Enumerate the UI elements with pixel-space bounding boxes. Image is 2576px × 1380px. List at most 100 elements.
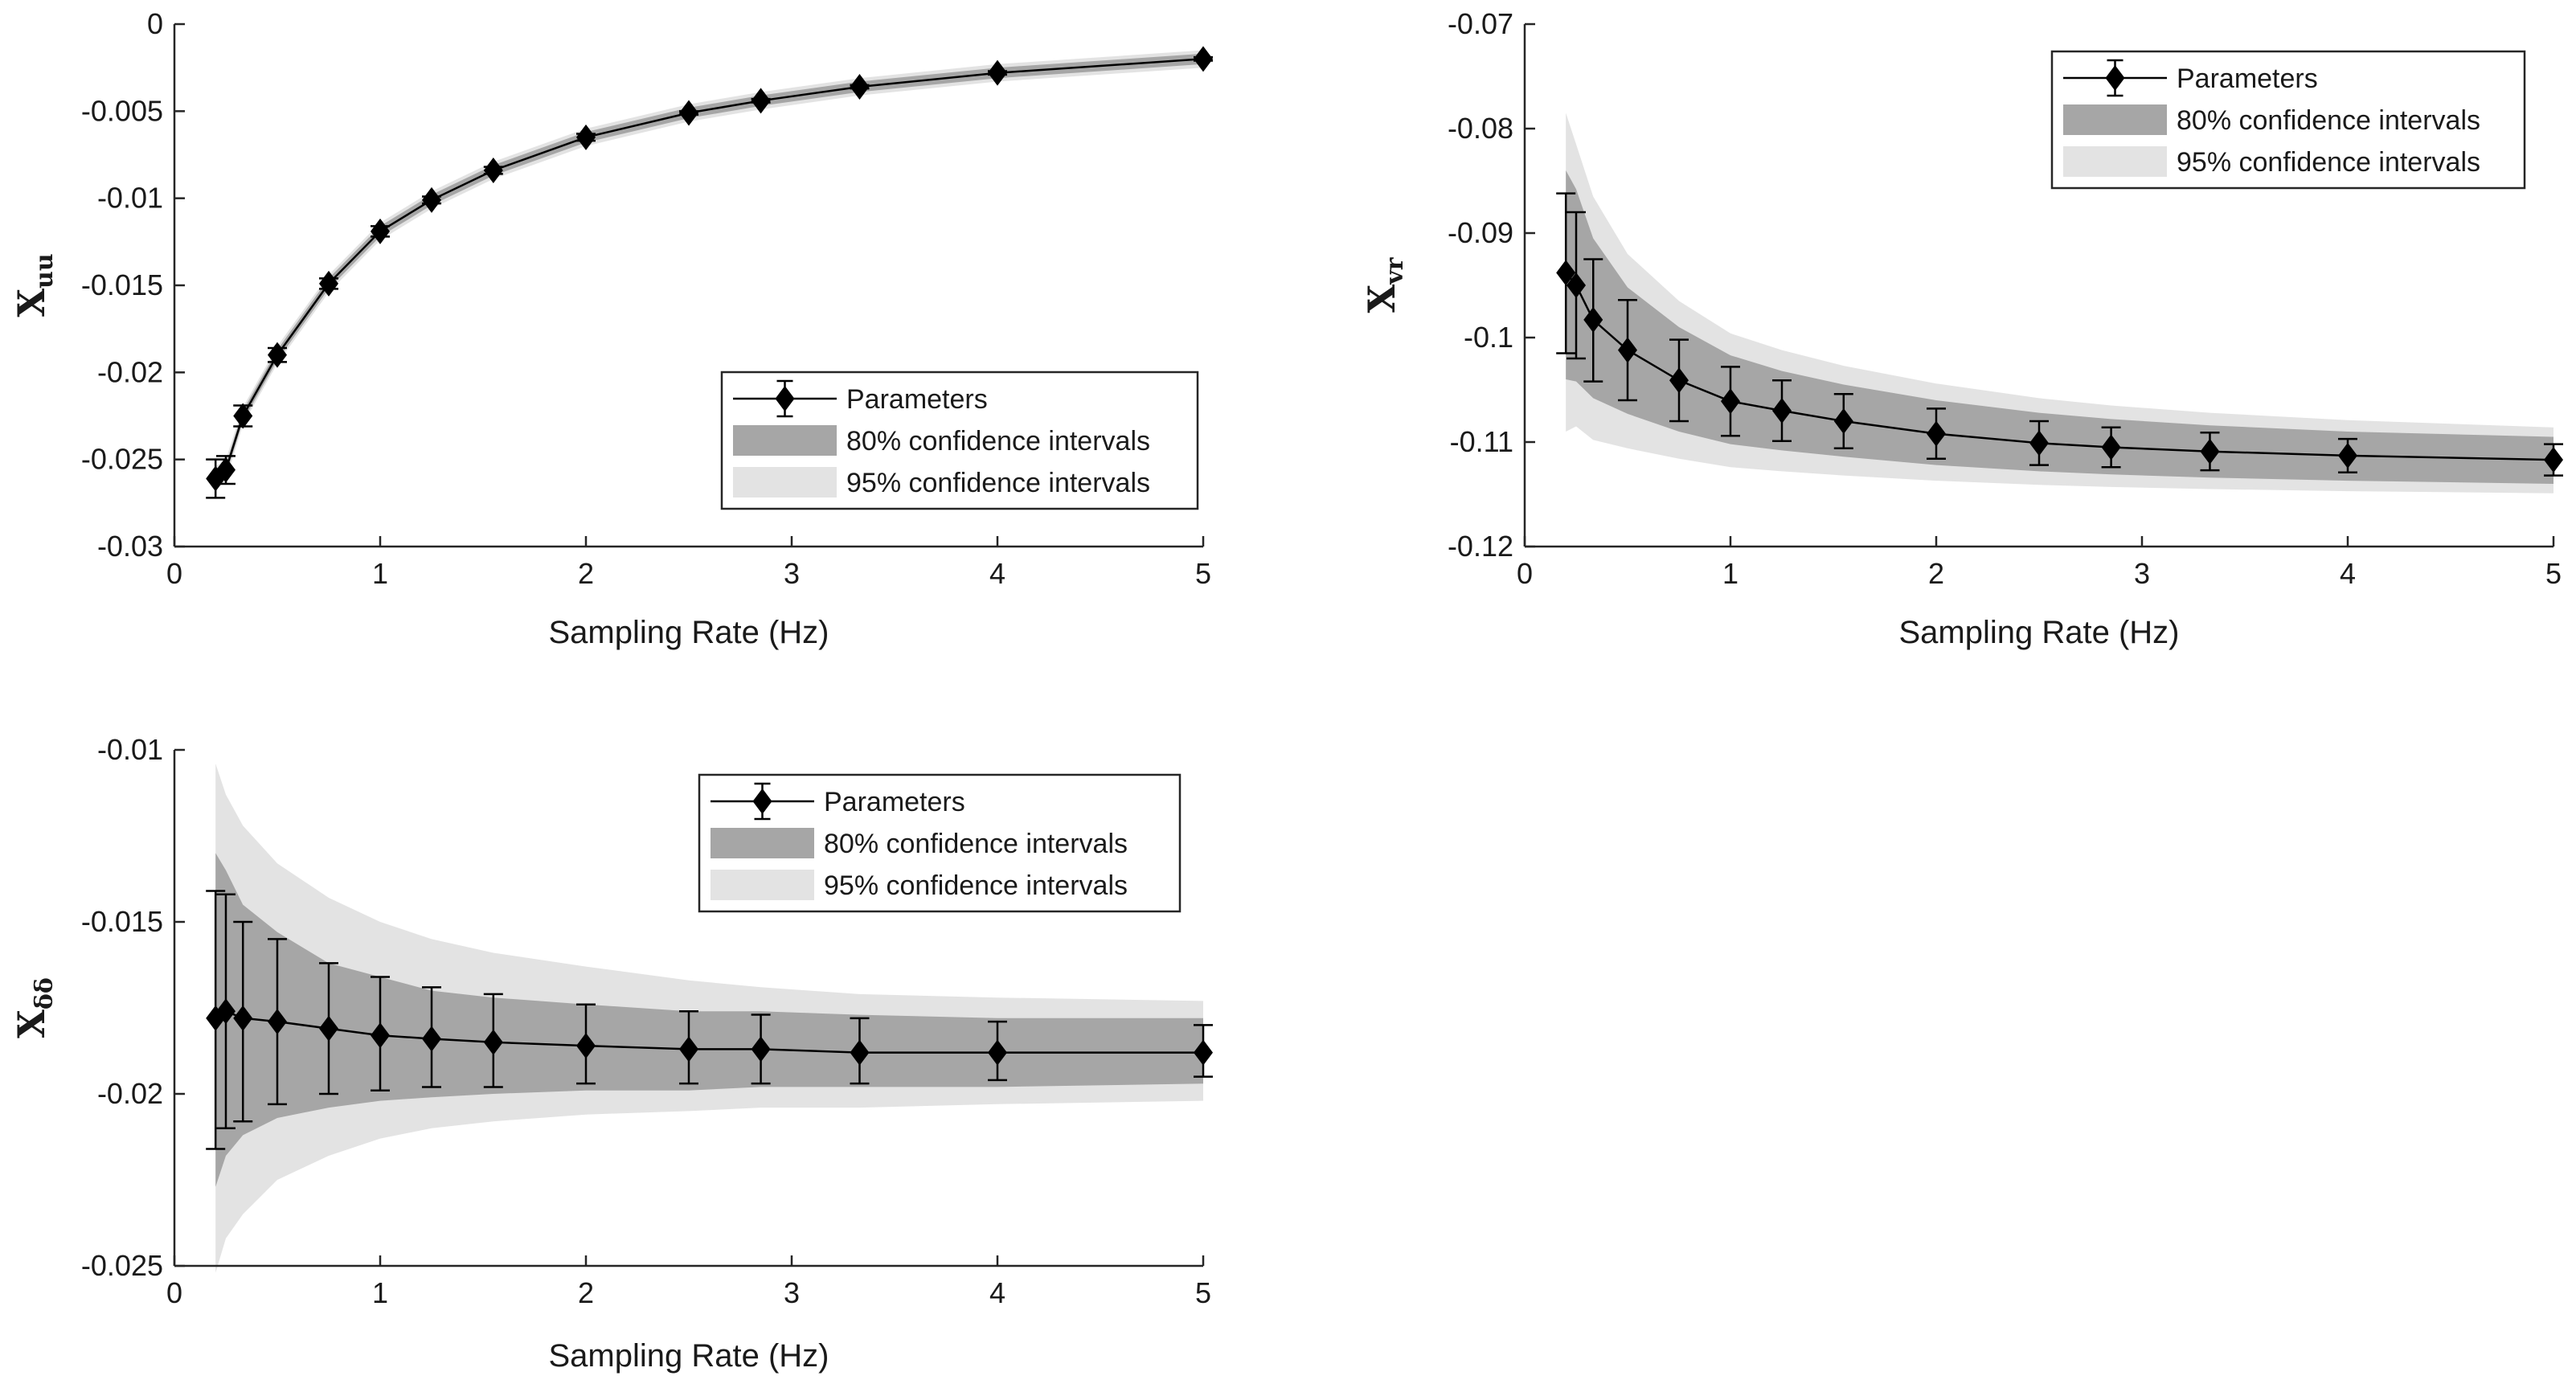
y-tick-label: 0 bbox=[147, 7, 163, 40]
data-point bbox=[2544, 447, 2563, 473]
data-point bbox=[2200, 438, 2220, 465]
data-point bbox=[483, 158, 503, 183]
data-point bbox=[988, 1039, 1007, 1066]
x-tick-label: 1 bbox=[372, 1276, 388, 1309]
chart-panel-2: 0 1 2 3 4 5 -0.07 -0.08 -0.09 -0.1 -0.11 -0.12 Sampl… bbox=[1360, 7, 2563, 650]
legend-label: 80% confidence intervals bbox=[2177, 105, 2480, 136]
data-point bbox=[233, 403, 253, 429]
legend-ci95-swatch bbox=[711, 870, 814, 900]
y-tick-label: -0.015 bbox=[81, 905, 163, 938]
legend: Parameters 80% confidence intervals 95% co… bbox=[698, 773, 1182, 913]
data-point bbox=[2101, 434, 2121, 461]
x-tick-label: 0 bbox=[166, 557, 182, 590]
legend-label: Parameters bbox=[846, 384, 988, 415]
legend-label: 80% confidence intervals bbox=[824, 829, 1128, 859]
data-point bbox=[371, 1022, 390, 1049]
data-point bbox=[679, 1036, 698, 1063]
ci80-band bbox=[1566, 170, 2553, 484]
y-tick-label: -0.07 bbox=[1448, 7, 1513, 40]
data-point bbox=[371, 218, 390, 244]
data-point bbox=[1583, 306, 1603, 333]
data-point bbox=[216, 457, 235, 483]
y-axis-title-main: X bbox=[1360, 284, 1403, 313]
x-axis-title: Sampling Rate (Hz) bbox=[1898, 615, 2179, 650]
x-tick-label: 5 bbox=[1195, 1276, 1211, 1309]
data-point bbox=[1927, 420, 1946, 447]
legend-label: 80% confidence intervals bbox=[846, 426, 1150, 457]
data-point bbox=[2338, 442, 2357, 469]
chart-panel-1: 0 1 2 3 4 5 0 -0.005 -0.01 -0.015 -0.02 -0.025 -0.03… bbox=[10, 7, 1213, 650]
y-tick-label: -0.025 bbox=[81, 1249, 163, 1282]
y-tick-label: -0.015 bbox=[81, 268, 163, 301]
x-tick-label: 3 bbox=[2134, 557, 2150, 590]
y-tick-label: -0.09 bbox=[1448, 216, 1513, 249]
x-tick-label: 2 bbox=[578, 1276, 594, 1309]
y-tick-label: -0.005 bbox=[81, 94, 163, 127]
legend-ci95-swatch bbox=[733, 467, 837, 498]
x-tick-label: 1 bbox=[372, 557, 388, 590]
data-point bbox=[751, 88, 771, 114]
x-axis-title: Sampling Rate (Hz) bbox=[548, 615, 829, 650]
y-tick-label: -0.1 bbox=[1464, 321, 1513, 354]
y-tick-label: -0.01 bbox=[97, 733, 163, 766]
y-tick-label: -0.12 bbox=[1448, 530, 1513, 563]
x-axis-title: Sampling Rate (Hz) bbox=[548, 1338, 829, 1374]
x-tick-label: 3 bbox=[784, 1276, 800, 1309]
x-tick-label: 4 bbox=[2340, 557, 2356, 590]
y-axis-title-main: X bbox=[10, 1009, 53, 1038]
y-axis-title: Xδδ bbox=[10, 977, 59, 1038]
data-point bbox=[850, 1039, 870, 1066]
legend-ci95-swatch bbox=[2063, 146, 2167, 177]
legend-ci80-swatch bbox=[711, 828, 814, 858]
legend-diamond-swatch bbox=[752, 788, 772, 814]
data-point bbox=[576, 1033, 596, 1059]
data-point bbox=[1194, 46, 1213, 72]
legend-diamond-swatch bbox=[2105, 65, 2125, 91]
data-point bbox=[576, 124, 596, 150]
y-tick-label: -0.02 bbox=[97, 1077, 163, 1110]
chart-panel-3: 0 1 2 3 4 5 -0.01 -0.015 -0.02 -0.025 Sampling Rat… bbox=[10, 733, 1213, 1374]
y-axis-title-sub: vr bbox=[1381, 256, 1409, 285]
x-tick-label: 4 bbox=[989, 557, 1005, 590]
x-tick-label: 2 bbox=[578, 557, 594, 590]
data-point bbox=[1194, 1039, 1213, 1066]
data-point bbox=[319, 270, 338, 297]
y-tick-label: -0.11 bbox=[1450, 425, 1513, 458]
data-point bbox=[1833, 408, 1853, 434]
legend: Parameters 80% confidence intervals 95% co… bbox=[2050, 50, 2526, 190]
legend-label: Parameters bbox=[2177, 63, 2318, 94]
y-axis-title-main: X bbox=[10, 289, 53, 317]
y-tick-label: -0.025 bbox=[81, 443, 163, 476]
legend-diamond-swatch bbox=[775, 386, 795, 412]
data-point bbox=[1618, 337, 1637, 363]
data-point bbox=[268, 342, 287, 368]
data-point bbox=[268, 1009, 287, 1035]
data-point bbox=[751, 1036, 771, 1063]
data-point bbox=[1566, 272, 1586, 298]
x-tick-label: 2 bbox=[1928, 557, 1944, 590]
data-point bbox=[216, 998, 235, 1025]
data-point bbox=[988, 59, 1007, 86]
x-tick-label: 3 bbox=[784, 557, 800, 590]
data-point bbox=[1772, 398, 1792, 424]
x-tick-label: 5 bbox=[2545, 557, 2562, 590]
y-tick-label: -0.02 bbox=[97, 355, 163, 388]
legend-label: 95% confidence intervals bbox=[2177, 147, 2480, 178]
x-tick-label: 5 bbox=[1195, 557, 1211, 590]
data-point bbox=[850, 74, 870, 100]
data-point bbox=[319, 1015, 338, 1042]
data-point bbox=[1669, 367, 1689, 394]
x-tick-label: 0 bbox=[1517, 557, 1533, 590]
legend-ci80-swatch bbox=[2063, 104, 2167, 135]
y-axis-title: Xuu bbox=[10, 253, 59, 317]
legend-label: Parameters bbox=[824, 787, 965, 817]
x-tick-label: 0 bbox=[166, 1276, 182, 1309]
x-tick-label: 1 bbox=[1722, 557, 1738, 590]
data-point bbox=[1556, 260, 1576, 286]
legend-ci80-swatch bbox=[733, 425, 837, 456]
data-point bbox=[233, 1005, 253, 1031]
x-tick-label: 4 bbox=[989, 1276, 1005, 1309]
y-axis-title-sub: uu bbox=[31, 253, 59, 289]
legend-label: 95% confidence intervals bbox=[824, 870, 1128, 901]
